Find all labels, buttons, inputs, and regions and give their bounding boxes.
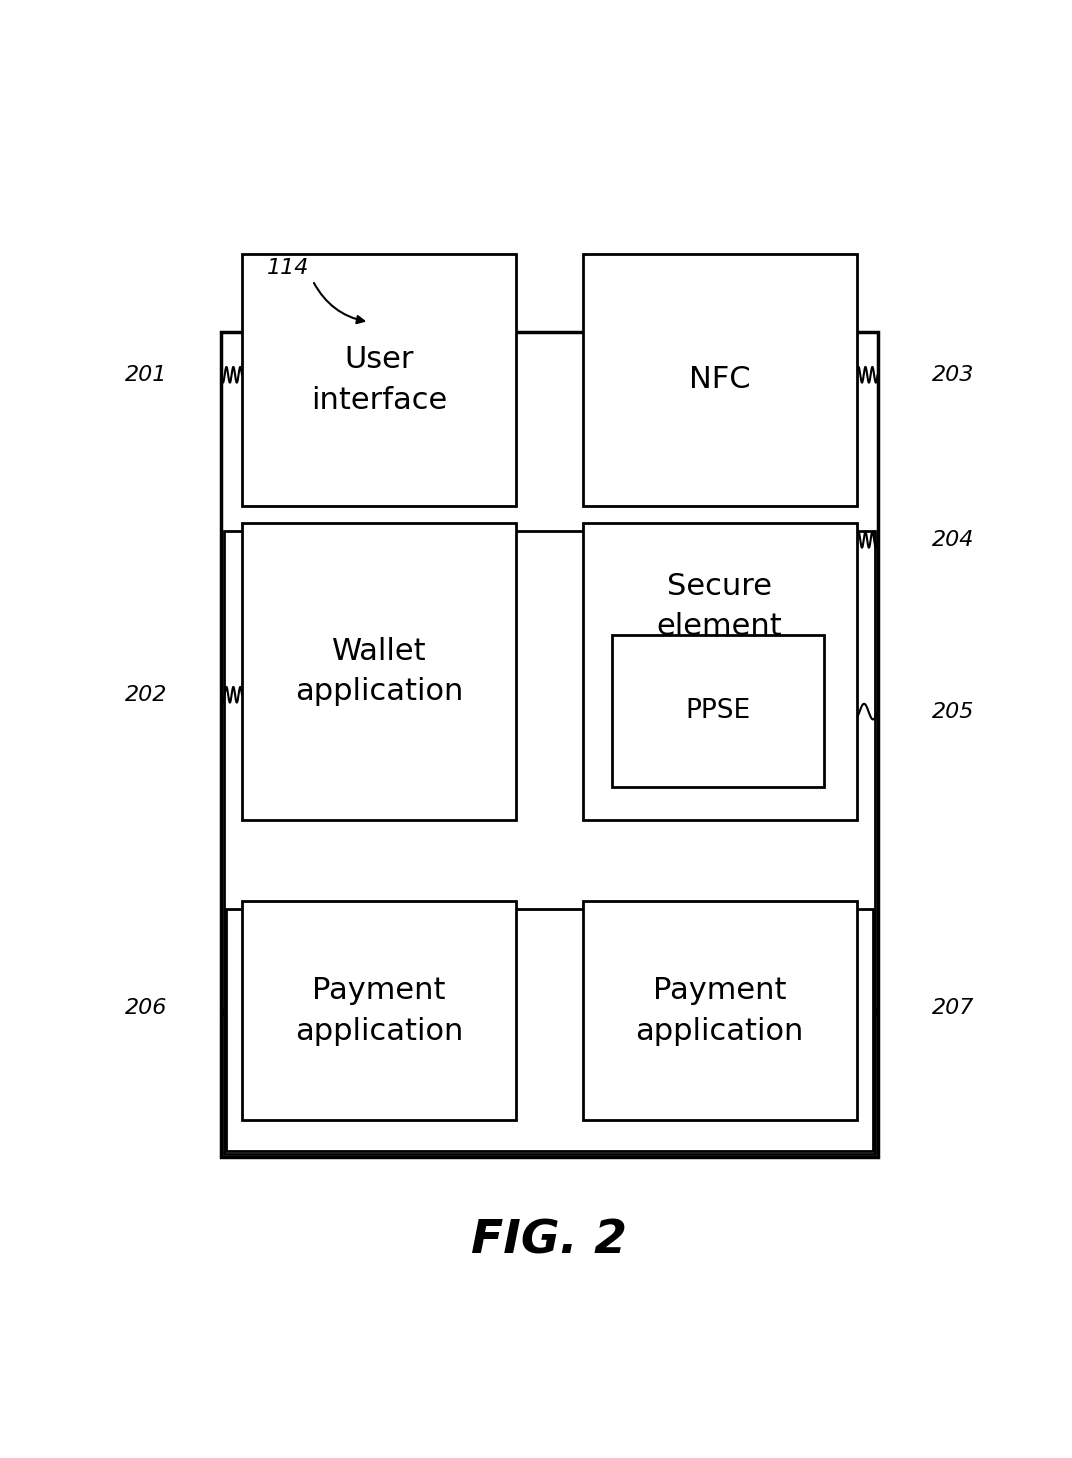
- Text: 203: 203: [932, 364, 974, 385]
- Bar: [612, 636, 823, 787]
- Text: 204: 204: [932, 529, 974, 550]
- Bar: [242, 901, 517, 1120]
- Text: Payment
application: Payment application: [636, 975, 804, 1045]
- Text: 114: 114: [267, 258, 309, 278]
- Text: 206: 206: [124, 997, 167, 1018]
- Bar: [226, 910, 873, 1150]
- Bar: [221, 332, 878, 1158]
- Text: User
interface: User interface: [311, 346, 447, 414]
- Text: Secure
element: Secure element: [657, 572, 783, 642]
- Bar: [583, 523, 857, 821]
- Text: 201: 201: [124, 364, 167, 385]
- Bar: [583, 254, 857, 506]
- Text: PPSE: PPSE: [685, 698, 750, 725]
- Text: 202: 202: [124, 685, 167, 704]
- Text: 207: 207: [932, 997, 974, 1018]
- Bar: [583, 901, 857, 1120]
- Text: Wallet
application: Wallet application: [295, 637, 463, 707]
- Text: 205: 205: [932, 701, 974, 722]
- Bar: [242, 523, 517, 821]
- Text: NFC: NFC: [689, 366, 750, 394]
- Text: FIG. 2: FIG. 2: [472, 1219, 627, 1264]
- Bar: [242, 254, 517, 506]
- Text: Payment
application: Payment application: [295, 975, 463, 1045]
- Bar: [224, 531, 875, 1153]
